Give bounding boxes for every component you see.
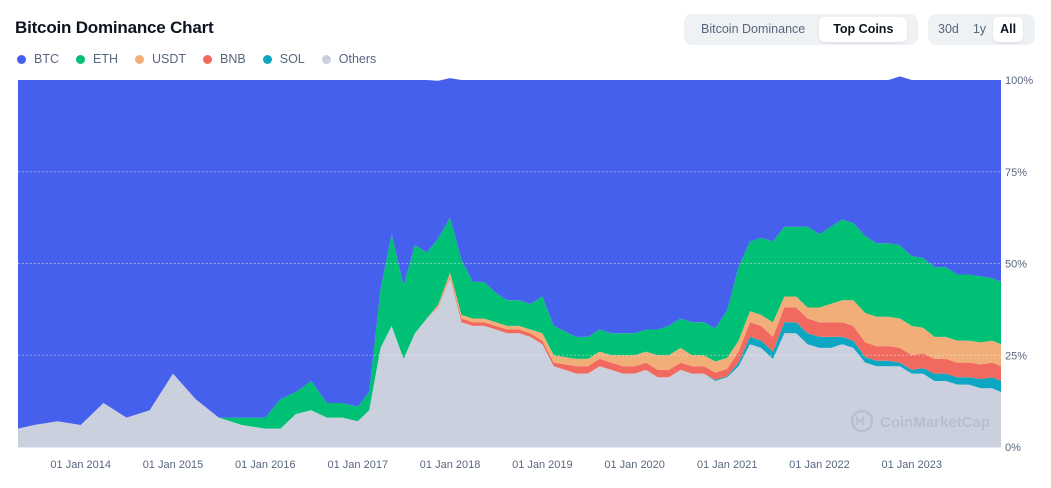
legend-item-btc[interactable]: BTC (17, 52, 59, 66)
legend-label-btc: BTC (34, 52, 59, 66)
legend-item-usdt[interactable]: USDT (135, 52, 186, 66)
legend-item-others[interactable]: Others (321, 52, 377, 66)
y-tick-label: 75% (1005, 167, 1027, 179)
x-tick-label: 01 Jan 2020 (604, 459, 665, 471)
range-toggle: 30d 1y All (928, 14, 1035, 45)
x-tick-label: 01 Jan 2023 (881, 459, 942, 471)
coinmarketcap-watermark: CoinMarketCap (850, 409, 990, 433)
watermark-text: CoinMarketCap (880, 414, 990, 431)
legend-label-others: Others (338, 52, 377, 66)
x-tick-label: 01 Jan 2018 (420, 459, 481, 471)
y-tick-label: 25% (1005, 350, 1027, 362)
area-eth (18, 217, 1001, 429)
legend-dot-usdt (135, 54, 144, 64)
legend-label-eth: ETH (93, 52, 118, 66)
legend-dot-eth (76, 54, 85, 64)
range-30d-button[interactable]: 30d (938, 22, 959, 36)
legend-dot-others (321, 54, 331, 64)
logo-mark (856, 415, 864, 425)
x-tick-label: 01 Jan 2014 (50, 459, 111, 471)
coinmarketcap-logo-icon (850, 409, 874, 433)
legend-dot-btc (17, 54, 26, 64)
legend-item-bnb[interactable]: BNB (203, 52, 246, 66)
x-tick-label: 01 Jan 2015 (143, 459, 204, 471)
x-tick-label: 01 Jan 2021 (697, 459, 758, 471)
legend-label-sol: SOL (279, 52, 305, 66)
top-coins-tab[interactable]: Top Coins (819, 17, 908, 42)
legend-label-usdt: USDT (152, 52, 187, 66)
range-all-button[interactable]: All (993, 17, 1024, 42)
page-title: Bitcoin Dominance Chart (15, 18, 214, 37)
legend-item-eth[interactable]: ETH (76, 52, 118, 66)
legend-dot-sol (262, 54, 272, 64)
legend-label-bnb: BNB (220, 52, 246, 66)
legend-item-sol[interactable]: SOL (262, 52, 305, 66)
area-btc (18, 76, 1001, 429)
bitcoin-dominance-tab[interactable]: Bitcoin Dominance (701, 22, 806, 36)
legend-dot-bnb (203, 54, 213, 64)
chart-legend: BTC ETH USDT BNB SOL Others (17, 52, 393, 66)
range-1y-button[interactable]: 1y (972, 22, 987, 36)
y-tick-label: 100% (1005, 75, 1033, 87)
view-toggle: Bitcoin Dominance Top Coins (684, 14, 918, 45)
x-tick-label: 01 Jan 2017 (328, 459, 389, 471)
x-tick-label: 01 Jan 2019 (512, 459, 573, 471)
x-tick-label: 01 Jan 2022 (789, 459, 850, 471)
x-tick-label: 01 Jan 2016 (235, 459, 296, 471)
y-tick-label: 50% (1005, 259, 1027, 271)
area-others (18, 278, 1001, 447)
y-tick-label: 0% (1005, 442, 1021, 454)
